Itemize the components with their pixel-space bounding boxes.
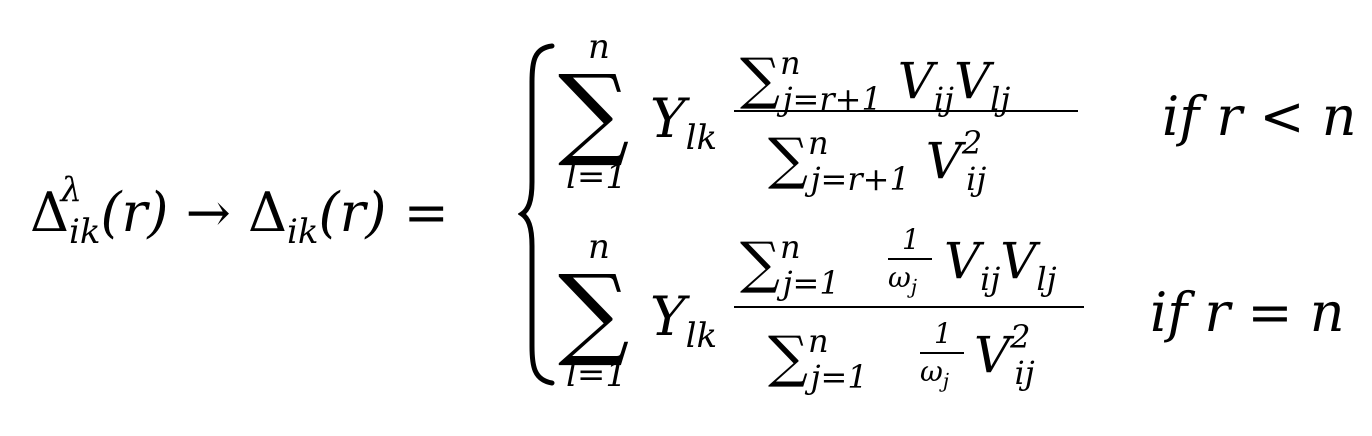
- case2-sum-upper: n: [588, 227, 610, 267]
- case2-num-lower: j=1: [782, 264, 840, 302]
- delta-superscript: λ: [60, 170, 83, 210]
- case2-condition: if r = n: [1150, 281, 1345, 344]
- case2-den-sum: ∑: [768, 325, 808, 390]
- case2-den-omega-sub: j: [942, 368, 950, 393]
- case1-sum-lower: l=1: [566, 157, 627, 197]
- case1-sum-upper: n: [588, 27, 610, 67]
- lhs-argument-2: (r): [318, 181, 387, 244]
- case1-condition: if r < n: [1162, 85, 1357, 148]
- case2-num-frac-den: ωj: [888, 264, 917, 297]
- case2-sum-symbol: ∑: [558, 253, 630, 370]
- case1-num-sum: ∑: [740, 47, 780, 112]
- delta-symbol-2: Δ: [248, 181, 288, 244]
- case2-sum-lower: l=1: [566, 355, 627, 395]
- case2-num-v1-sub: ij: [980, 260, 1001, 298]
- case2-den-frac-num: 1: [934, 317, 952, 350]
- case1-num-upper: n: [779, 44, 801, 82]
- delta-symbol: Δ: [30, 181, 69, 244]
- case2-num-v2-sub: lj: [1036, 260, 1057, 298]
- case1-y: Y: [650, 87, 686, 150]
- case2-y-sub: lk: [685, 316, 718, 356]
- case1-denominator: ∑nj=r+1 V2ij: [768, 127, 986, 195]
- case2-den-lower: j=1: [810, 358, 868, 396]
- case2-den-sub: ij: [1014, 354, 1035, 392]
- case1-den-upper: n: [807, 124, 829, 162]
- case2-den-terms: V2ij: [974, 321, 1035, 389]
- case1-den-sup: 2: [961, 124, 983, 162]
- case1-y-term: Ylk: [650, 92, 717, 156]
- case2-numerator: ∑nj=1: [740, 231, 840, 299]
- equation-lhs: Δikλ (r) → Δik(r) =: [30, 173, 449, 249]
- case1-den-sub: ij: [966, 160, 987, 198]
- case2-fraction-bar: [734, 306, 1084, 308]
- case2-omega: ω: [888, 261, 911, 294]
- case2-num-frac-num: 1: [902, 223, 920, 256]
- delta-subscript-2: ik: [287, 212, 319, 252]
- case1-num-v1: V: [897, 52, 934, 110]
- delta-subscript: ik: [69, 212, 101, 252]
- case2-den-upper: n: [807, 322, 829, 360]
- equals-symbol: =: [403, 181, 449, 244]
- case2-den-frac-den: ωj: [920, 358, 949, 391]
- case2-num-sum: ∑: [740, 231, 780, 296]
- case1-den-sum: ∑: [768, 127, 808, 192]
- case1-y-sub: lk: [685, 118, 718, 158]
- case2-den-sup: 2: [1010, 318, 1031, 356]
- case1-fraction-bar: [734, 110, 1078, 112]
- case1-num-v1-sub: ij: [933, 80, 954, 118]
- case2-den-omega: ω: [920, 355, 943, 388]
- case1-den-v: V: [925, 132, 962, 190]
- case2-y-term: Ylk: [650, 290, 717, 354]
- case2-denominator: ∑nj=1: [768, 325, 868, 393]
- case1-num-v2: V: [953, 52, 991, 110]
- case1-num-v2-sub: lj: [990, 80, 1011, 118]
- case2-omega-sub: j: [910, 274, 918, 299]
- case1-sum-symbol: ∑: [558, 53, 630, 170]
- case2-num-v2: V: [1000, 232, 1037, 290]
- case2-num-small-fraction-bar: [888, 258, 932, 260]
- case1-num-lower: j=r+1: [782, 80, 882, 118]
- case2-y: Y: [650, 285, 686, 348]
- case2-den-small-fraction-bar: [920, 352, 964, 354]
- case1-numerator: ∑nj=r+1 VijVlj: [740, 47, 1010, 115]
- case2-den-v: V: [974, 326, 1011, 384]
- case2-num-upper: n: [779, 228, 801, 266]
- case1-den-lower: j=r+1: [810, 160, 910, 198]
- case2-num-v1: V: [944, 232, 981, 290]
- arrow-symbol: →: [185, 181, 231, 244]
- case2-num-terms: VijVlj: [944, 236, 1057, 295]
- left-brace: [518, 43, 555, 386]
- lhs-argument: (r): [100, 181, 169, 244]
